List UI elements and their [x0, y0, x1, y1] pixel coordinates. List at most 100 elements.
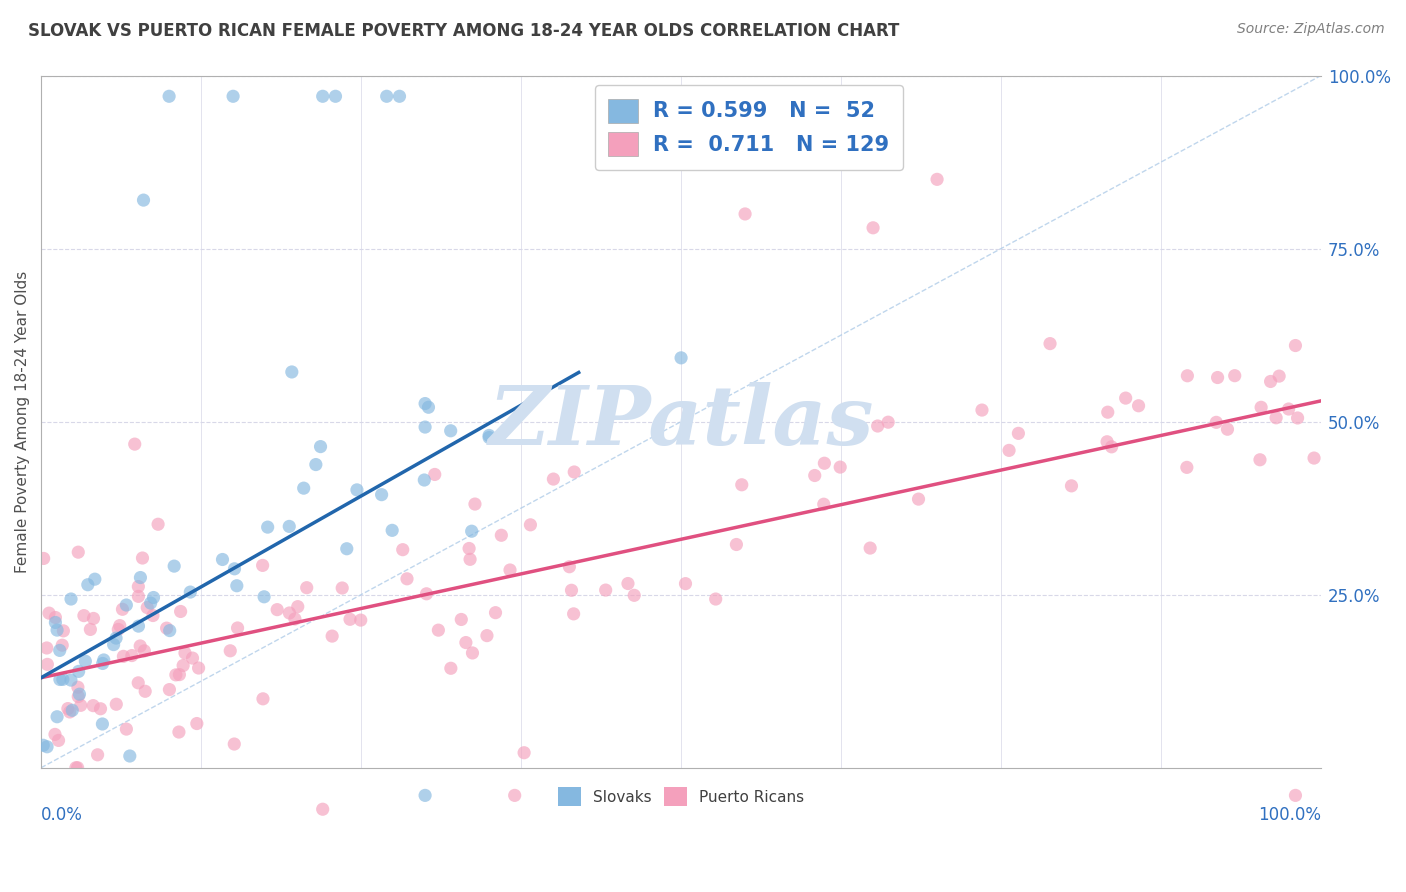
Point [562, 465, 585, 479]
Point [111, 602, 134, 616]
Point [1303, 451, 1326, 466]
Point [86, 747, 108, 762]
Point [1039, 336, 1062, 351]
Point [224, 562, 246, 576]
Point [174, 646, 197, 660]
Point [179, 585, 201, 599]
Point [284, 612, 307, 626]
Point [813, 456, 835, 470]
Point [287, 599, 309, 614]
Point [413, 420, 436, 434]
Point [1250, 401, 1272, 415]
Point [325, 89, 347, 103]
Point [48, 643, 70, 657]
Point [725, 537, 748, 551]
Point [415, 587, 437, 601]
Point [167, 725, 190, 739]
Point [46, 623, 69, 637]
Point [560, 583, 582, 598]
Point [46, 710, 69, 724]
Point [103, 638, 125, 652]
Point [1249, 452, 1271, 467]
Point [562, 607, 585, 621]
Point [67, 545, 90, 559]
Point [321, 629, 343, 643]
Point [450, 612, 472, 626]
Point [82, 698, 104, 713]
Legend: Slovaks, Puerto Ricans: Slovaks, Puerto Ricans [551, 781, 810, 812]
Point [1286, 411, 1309, 425]
Point [734, 207, 756, 221]
Point [56, 701, 79, 715]
Point [121, 648, 143, 663]
Point [225, 579, 247, 593]
Point [617, 576, 640, 591]
Point [38, 606, 60, 620]
Point [131, 551, 153, 566]
Point [907, 492, 929, 507]
Point [623, 588, 645, 602]
Point [107, 623, 129, 637]
Point [224, 737, 246, 751]
Point [1177, 368, 1199, 383]
Point [1007, 426, 1029, 441]
Point [381, 524, 404, 538]
Point [1260, 375, 1282, 389]
Point [558, 559, 581, 574]
Point [330, 581, 353, 595]
Point [813, 497, 835, 511]
Point [49, 673, 72, 687]
Point [458, 552, 481, 566]
Point [513, 746, 536, 760]
Point [418, 401, 440, 415]
Point [165, 668, 187, 682]
Point [413, 396, 436, 410]
Point [134, 684, 156, 698]
Point [391, 542, 413, 557]
Point [52, 624, 75, 638]
Point [1205, 415, 1227, 429]
Point [35, 640, 58, 655]
Point [1206, 370, 1229, 384]
Point [118, 749, 141, 764]
Point [281, 365, 304, 379]
Point [51, 638, 73, 652]
Point [427, 623, 450, 637]
Point [44, 727, 66, 741]
Point [127, 580, 149, 594]
Point [67, 690, 90, 704]
Point [1175, 460, 1198, 475]
Point [803, 468, 825, 483]
Point [395, 572, 418, 586]
Point [305, 458, 328, 472]
Point [127, 619, 149, 633]
Point [1216, 422, 1239, 436]
Point [67, 665, 90, 679]
Point [69, 687, 91, 701]
Point [731, 477, 754, 491]
Point [312, 802, 335, 816]
Point [142, 591, 165, 605]
Point [73, 608, 96, 623]
Point [478, 430, 501, 444]
Point [65, 761, 87, 775]
Point [44, 610, 66, 624]
Text: 100.0%: 100.0% [1258, 805, 1322, 824]
Point [44, 615, 66, 630]
Point [413, 789, 436, 803]
Point [157, 89, 180, 103]
Point [186, 716, 208, 731]
Point [181, 651, 204, 665]
Point [336, 541, 359, 556]
Point [115, 598, 138, 612]
Point [484, 606, 506, 620]
Text: SLOVAK VS PUERTO RICAN FEMALE POVERTY AMONG 18-24 YEAR OLDS CORRELATION CHART: SLOVAK VS PUERTO RICAN FEMALE POVERTY AM… [28, 22, 900, 40]
Point [464, 497, 486, 511]
Y-axis label: Female Poverty Among 18-24 Year Olds: Female Poverty Among 18-24 Year Olds [15, 270, 30, 573]
Point [1095, 434, 1118, 449]
Point [52, 673, 75, 687]
Point [375, 89, 398, 103]
Point [37, 657, 59, 672]
Point [1278, 402, 1301, 417]
Point [136, 600, 159, 615]
